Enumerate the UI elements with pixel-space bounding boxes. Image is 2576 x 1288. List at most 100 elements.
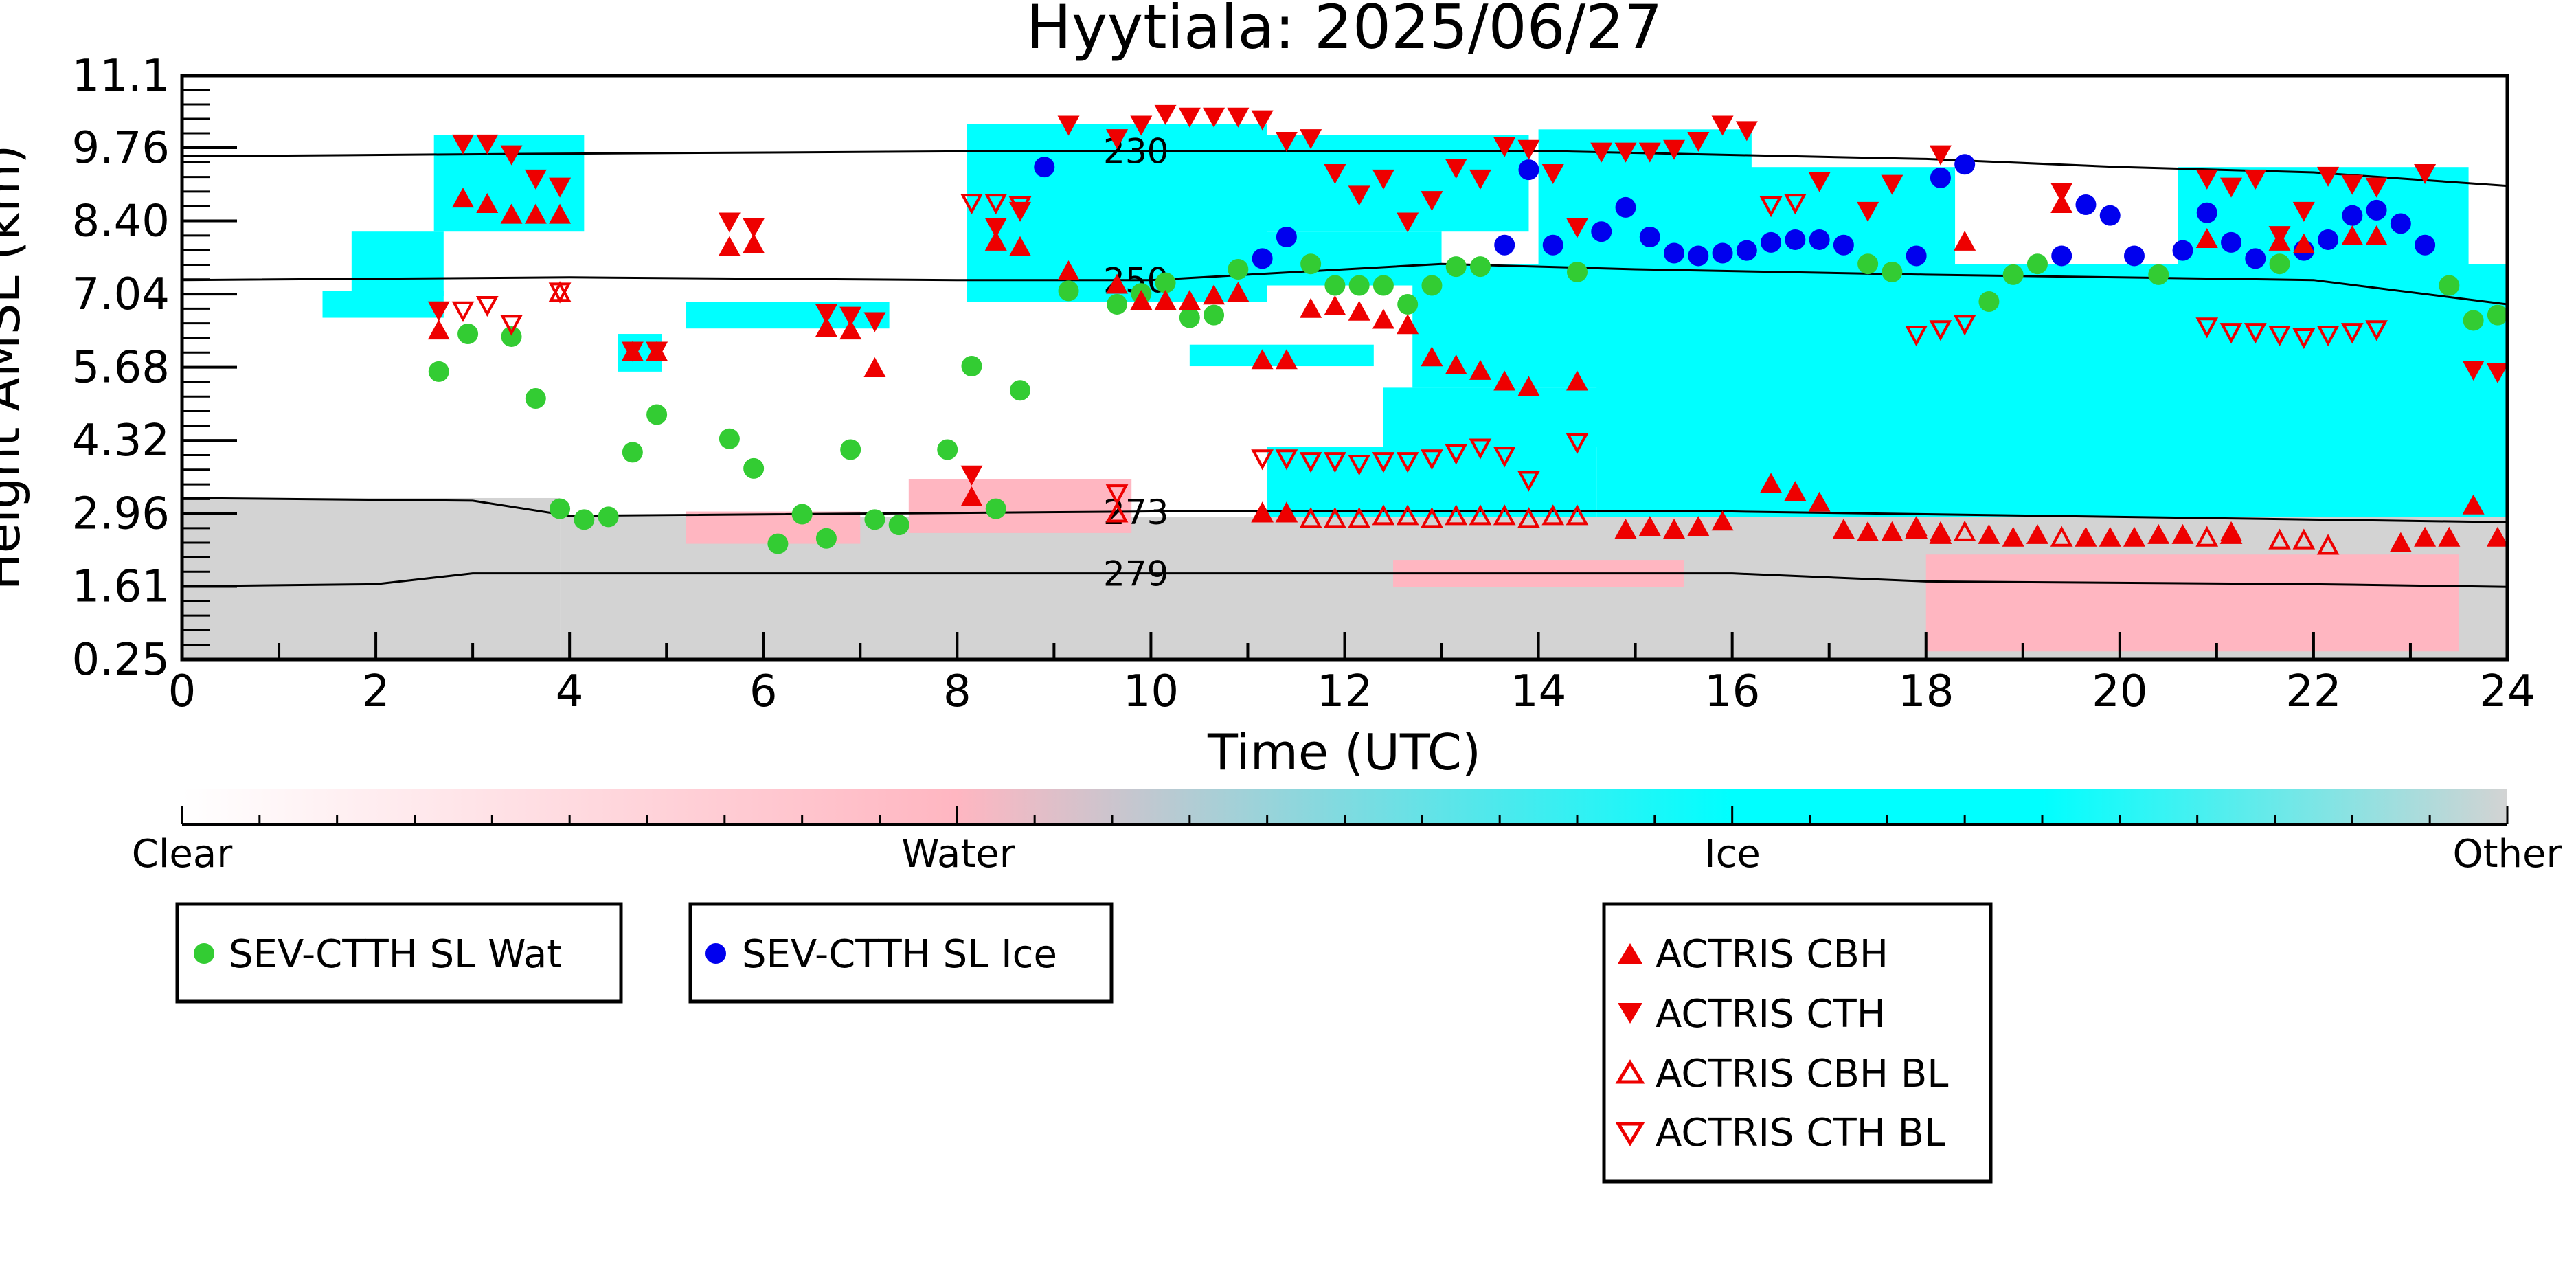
- marker-actris-cbh: [1566, 370, 1588, 391]
- marker-actris-cth-bl: [500, 315, 523, 336]
- marker-actris-cbh-bl: [1517, 507, 1540, 528]
- marker-actris-cbh-bl: [2268, 528, 2291, 550]
- marker-actris-cbh: [1227, 282, 1250, 302]
- x-tick-label: 4: [556, 666, 584, 717]
- marker-actris-cbh-bl: [1372, 504, 1395, 526]
- marker-sev-ctth-sl-wat: [501, 326, 522, 347]
- marker-actris-cbh: [1808, 491, 1831, 512]
- marker-actris-cth: [1372, 169, 1394, 190]
- ice-region: [686, 302, 890, 329]
- marker-actris-cth: [1106, 129, 1129, 150]
- marker-sev-ctth-sl-ice: [2196, 202, 2217, 223]
- marker-actris-cth-bl: [1759, 196, 1783, 218]
- x-tick-label: 18: [1898, 666, 1954, 717]
- marker-sev-ctth-sl-ice: [1833, 234, 1854, 256]
- marker-actris-cbh: [1372, 308, 1394, 329]
- x-tick-label: 22: [2285, 666, 2341, 717]
- x-tick-label: 12: [1317, 666, 1372, 717]
- legend-box-sev-wat: SEV-CTTH SL Wat: [175, 902, 623, 1004]
- ice-region: [1267, 447, 1597, 517]
- marker-actris-cth-bl: [451, 301, 475, 322]
- marker-actris-cbh: [2341, 225, 2364, 246]
- marker-actris-cbh-bl: [1541, 504, 1565, 526]
- marker-sev-ctth-sl-wat: [525, 388, 546, 409]
- marker-actris-cbh-bl: [1251, 501, 1274, 523]
- marker-actris-cbh: [2438, 526, 2461, 547]
- isotherm-line-230: [182, 150, 2507, 188]
- marker-actris-cth: [1469, 169, 1491, 190]
- marker-actris-cth-bl: [2244, 323, 2267, 344]
- marker-actris-cth: [839, 306, 862, 327]
- y-tick-label: 5.68: [72, 343, 170, 394]
- marker-actris-cbh: [2050, 193, 2073, 214]
- marker-actris-cbh-bl: [2316, 534, 2340, 555]
- marker-actris-cbh: [863, 357, 886, 377]
- marker-sev-ctth-sl-wat: [1107, 293, 1128, 315]
- marker-actris-cth: [1663, 139, 1686, 160]
- marker-actris-cbh: [2026, 523, 2048, 544]
- marker-actris-cth: [2195, 169, 2218, 190]
- marker-sev-ctth-sl-ice: [1252, 248, 1273, 269]
- marker-actris-cth-bl: [1105, 484, 1129, 506]
- marker-actris-cth-bl: [2316, 326, 2340, 347]
- marker-actris-cbh: [1517, 376, 1540, 396]
- marker-sev-ctth-sl-ice: [2366, 199, 2387, 221]
- marker-actris-cbh: [1178, 290, 1201, 310]
- marker-actris-cbh: [1057, 260, 1080, 280]
- marker-sev-ctth-sl-wat: [2026, 253, 2048, 275]
- marker-actris-cbh: [2486, 526, 2509, 547]
- marker-actris-cth-bl: [960, 194, 983, 215]
- marker-actris-cth: [1275, 132, 1298, 152]
- marker-sev-ctth-sl-ice: [1954, 154, 1976, 175]
- marker-sev-ctth-sl-wat: [1228, 259, 1249, 280]
- marker-actris-cbh: [452, 188, 475, 208]
- marker-actris-cth: [500, 145, 523, 166]
- marker-sev-ctth-sl-wat: [2439, 275, 2460, 296]
- marker-actris-cth: [2365, 177, 2388, 198]
- marker-actris-cbh-bl: [1929, 523, 1952, 544]
- ice-region: [1383, 387, 1616, 447]
- marker-sev-ctth-sl-wat: [1882, 261, 1903, 282]
- colorbar-label-clear: Clear: [132, 832, 233, 877]
- marker-sev-ctth-sl-wat: [888, 515, 909, 536]
- marker-actris-cbh: [2099, 526, 2121, 547]
- marker-actris-cth-bl: [1905, 326, 1928, 347]
- marker-sev-ctth-sl-ice: [1712, 242, 1733, 264]
- y-tick-label: 7.04: [72, 269, 170, 320]
- colorbar-label-ice: Ice: [1704, 832, 1761, 877]
- marker-actris-cbh-bl: [2050, 526, 2073, 547]
- x-axis-label: Time (UTC): [1207, 723, 1481, 781]
- marker-sev-ctth-sl-ice: [2123, 245, 2145, 267]
- marker-actris-cbh-bl: [2292, 528, 2316, 550]
- marker-actris-cbh: [1760, 473, 1783, 493]
- marker-actris-cbh-bl: [1953, 520, 1976, 541]
- marker-actris-cth-bl: [1566, 433, 1589, 454]
- marker-sev-ctth-sl-wat: [1567, 261, 1588, 282]
- x-tick-label: 10: [1123, 666, 1179, 717]
- marker-actris-cth: [524, 169, 547, 190]
- marker-sev-ctth-sl-ice: [2390, 213, 2411, 234]
- marker-sev-ctth-sl-wat: [1857, 253, 1879, 275]
- marker-sev-ctth-sl-wat: [457, 324, 479, 345]
- marker-sev-ctth-sl-wat: [864, 509, 885, 530]
- marker-actris-cth: [1445, 159, 1467, 179]
- x-tick-label: 16: [1704, 666, 1760, 717]
- marker-actris-cbh: [1348, 300, 1370, 321]
- marker-actris-cth-bl: [1251, 449, 1274, 471]
- marker-actris-cth: [1178, 107, 1201, 128]
- ice-region: [351, 231, 444, 297]
- marker-actris-cth: [549, 177, 572, 198]
- marker-sev-ctth-sl-ice: [1542, 234, 1563, 256]
- marker-sev-ctth-sl-ice: [1494, 234, 1515, 256]
- marker-actris-cth-bl: [2268, 326, 2291, 347]
- marker-actris-cbh: [1832, 518, 1855, 539]
- isotherm-label-279: 279: [1103, 554, 1168, 594]
- marker-actris-cth: [863, 312, 886, 332]
- marker-actris-cth: [2341, 174, 2364, 195]
- marker-actris-cbh-bl: [1324, 507, 1346, 528]
- marker-sev-ctth-sl-wat: [1324, 275, 1346, 296]
- marker-sev-ctth-sl-wat: [767, 533, 789, 554]
- marker-actris-cth: [2220, 177, 2243, 198]
- marker-actris-cbh-bl: [1299, 507, 1322, 528]
- marker-sev-ctth-sl-wat: [1010, 380, 1031, 401]
